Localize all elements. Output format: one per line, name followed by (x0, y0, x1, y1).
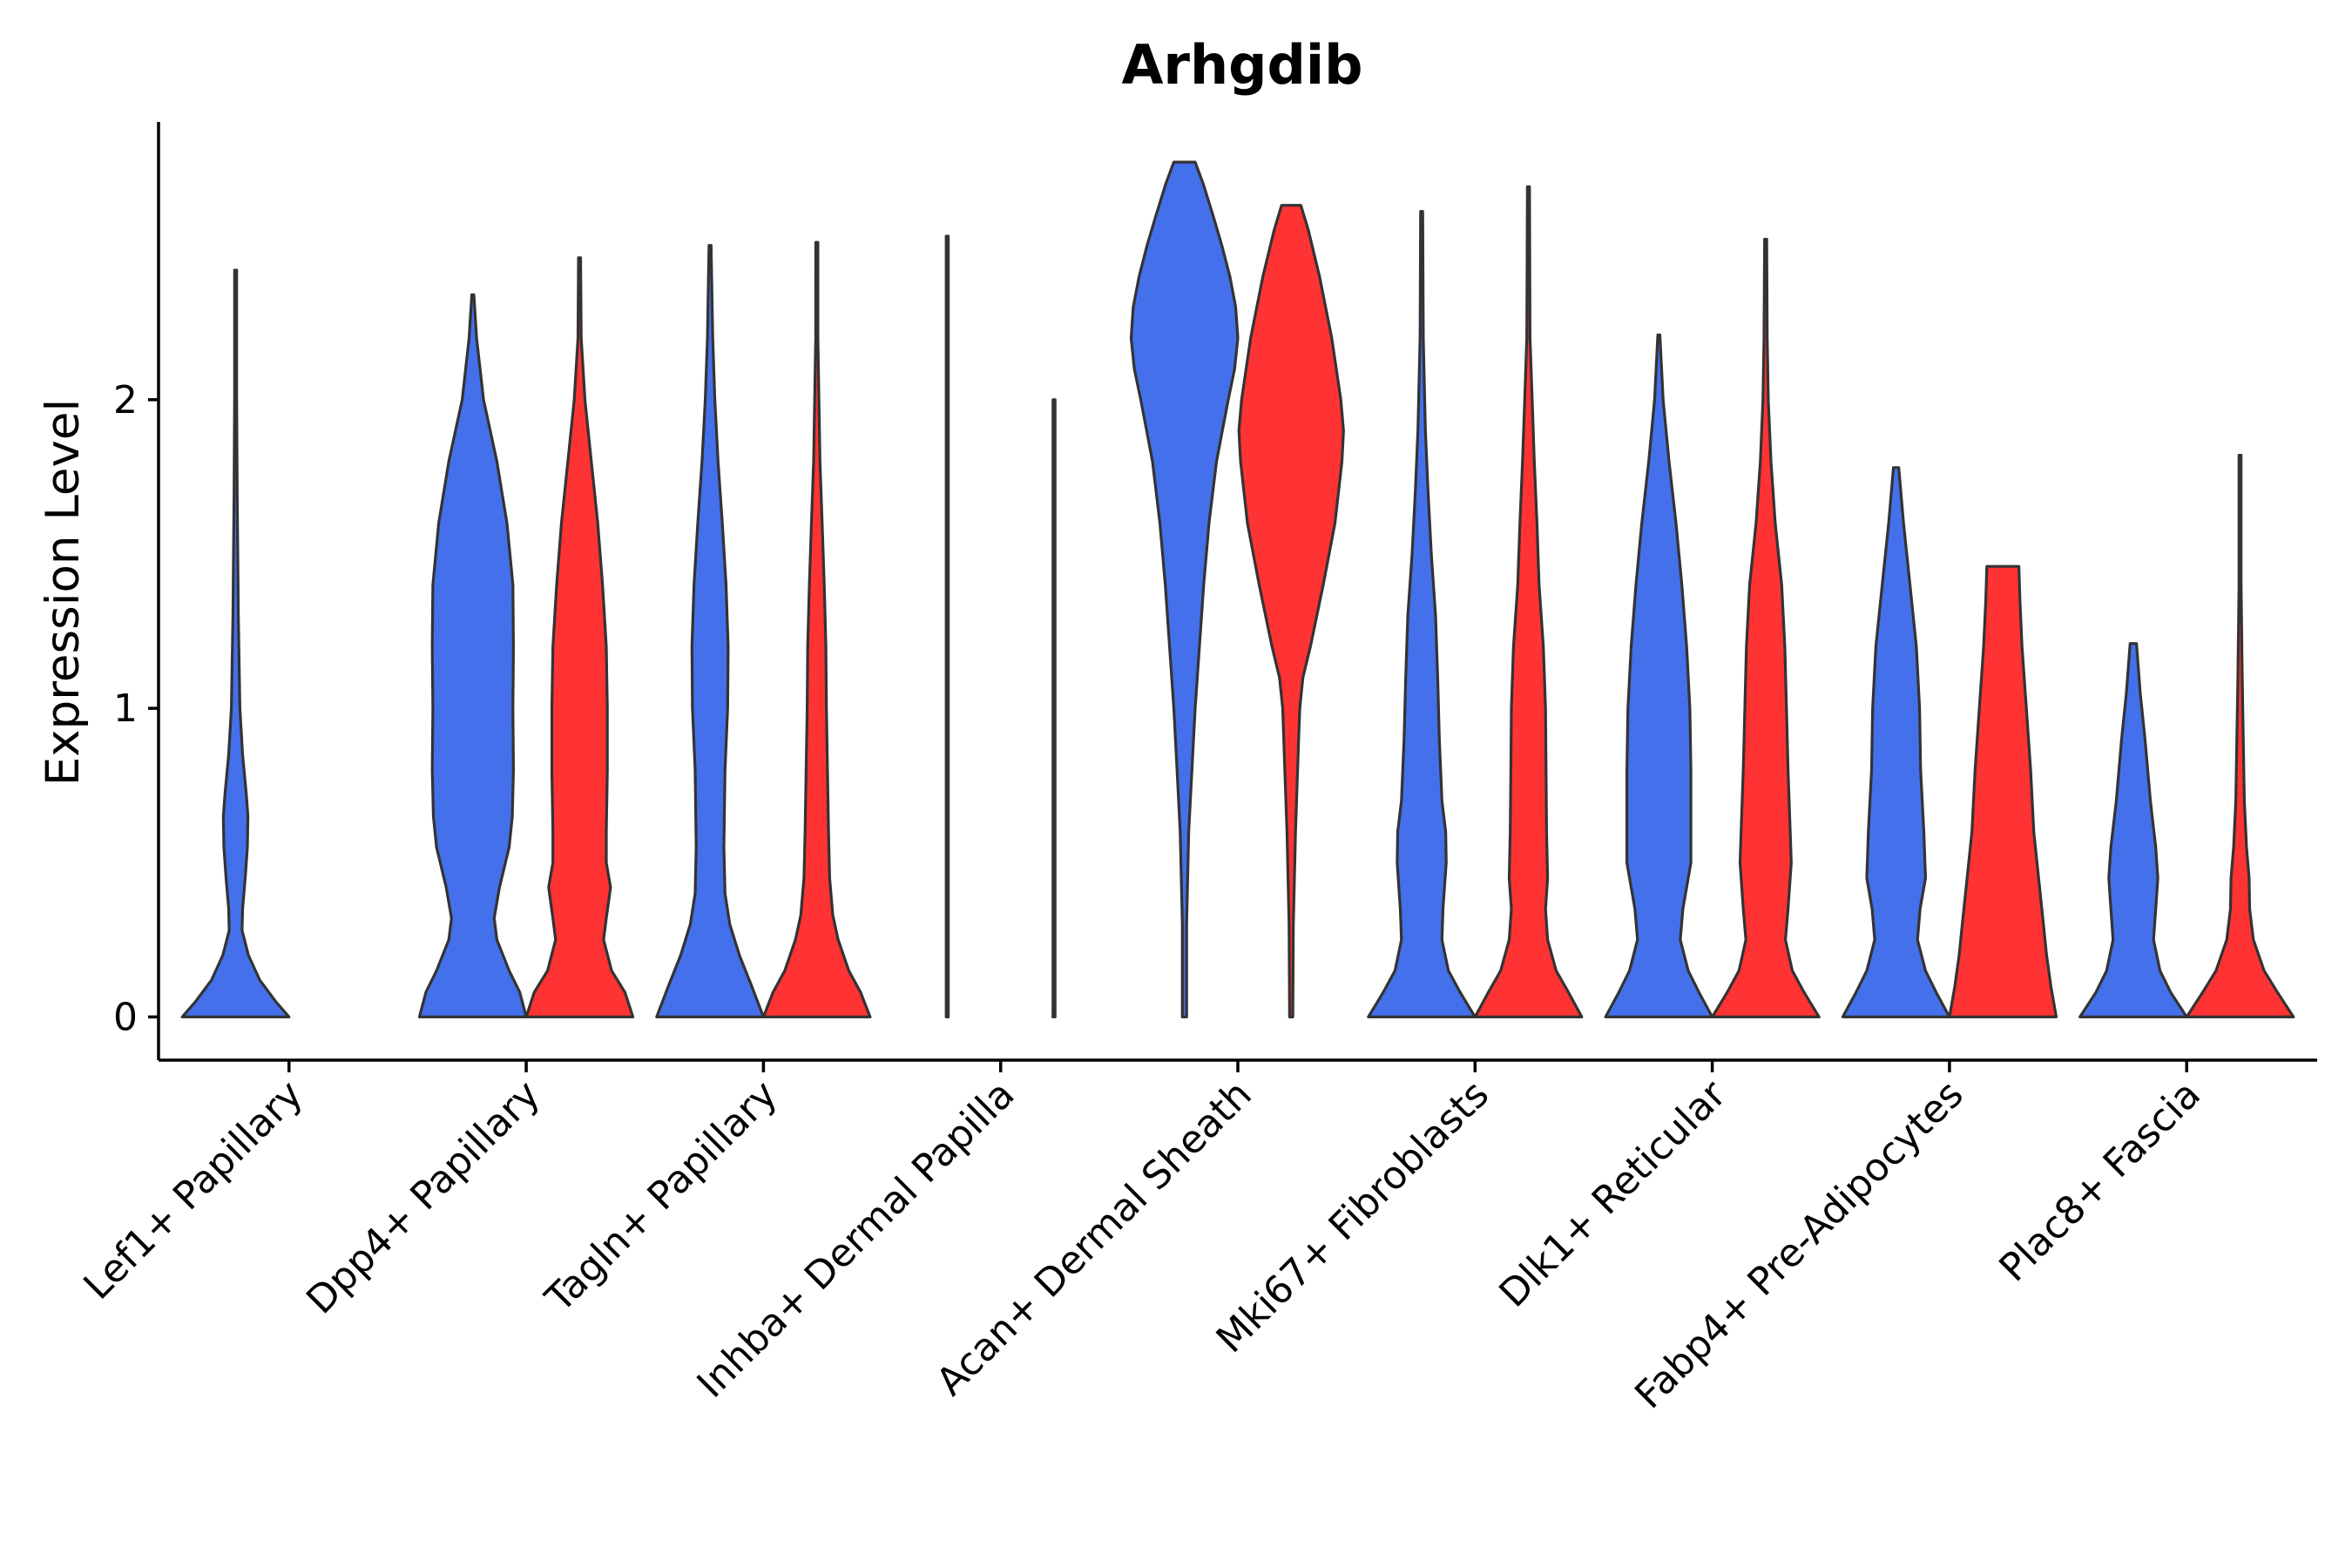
violin-tagln-papillary-group-2 (761, 240, 872, 1018)
violin-acan-dermal-sheath-group-2 (1237, 204, 1345, 1018)
x-tick-label-plac8-fascia: Plac8+ Fascia (1990, 1072, 2209, 1291)
violin-inhba-dermal-papilla-group-1 (944, 234, 950, 1018)
violin-dpp4-papillary-group-1 (417, 293, 528, 1018)
y-tick-label: 1 (113, 686, 138, 731)
y-ticks: 0 1 2 (113, 378, 159, 1039)
violin-plac8-fascia-group-2 (2185, 454, 2295, 1018)
x-tick-label-dlk1-reticular: Dlk1+ Reticular (1490, 1071, 1735, 1316)
violin-dlk1-reticular-group-2 (1711, 238, 1821, 1018)
x-tick-label-tagln-papillary: Tagln+ Papillary (537, 1072, 786, 1321)
x-tick-label-dpp4-papillary: Dpp4+ Papillary (298, 1072, 549, 1323)
violin-fabp4-pre-adipocytes-group-2 (1948, 564, 2058, 1018)
y-axis-label: Expression Level (37, 399, 90, 786)
chart-title: Arhgdib (1121, 33, 1362, 97)
violin-lef1-papillary-group-1 (180, 268, 291, 1018)
violin-dlk1-reticular-group-1 (1604, 333, 1714, 1018)
violin-plac8-fascia-group-1 (2078, 642, 2188, 1018)
violin-inhba-dermal-papilla-group-2 (1051, 398, 1057, 1018)
violin-tagln-papillary-group-1 (655, 244, 765, 1018)
violin-layer (180, 160, 2295, 1018)
x-tick-label-lef1-papillary: Lef1+ Papillary (75, 1072, 311, 1308)
violin-mki67-fibroblasts-group-1 (1367, 210, 1477, 1018)
violin-fabp4-pre-adipocytes-group-1 (1841, 466, 1951, 1018)
violin-acan-dermal-sheath-group-1 (1129, 160, 1240, 1018)
y-tick-label: 0 (113, 995, 138, 1039)
y-tick-label: 2 (113, 378, 138, 422)
violin-mki67-fibroblasts-group-2 (1473, 185, 1584, 1018)
x-tick-label-mki67-fibroblasts: Mki67+ Fibroblasts (1208, 1072, 1497, 1362)
violin-dpp4-papillary-group-2 (524, 256, 635, 1018)
